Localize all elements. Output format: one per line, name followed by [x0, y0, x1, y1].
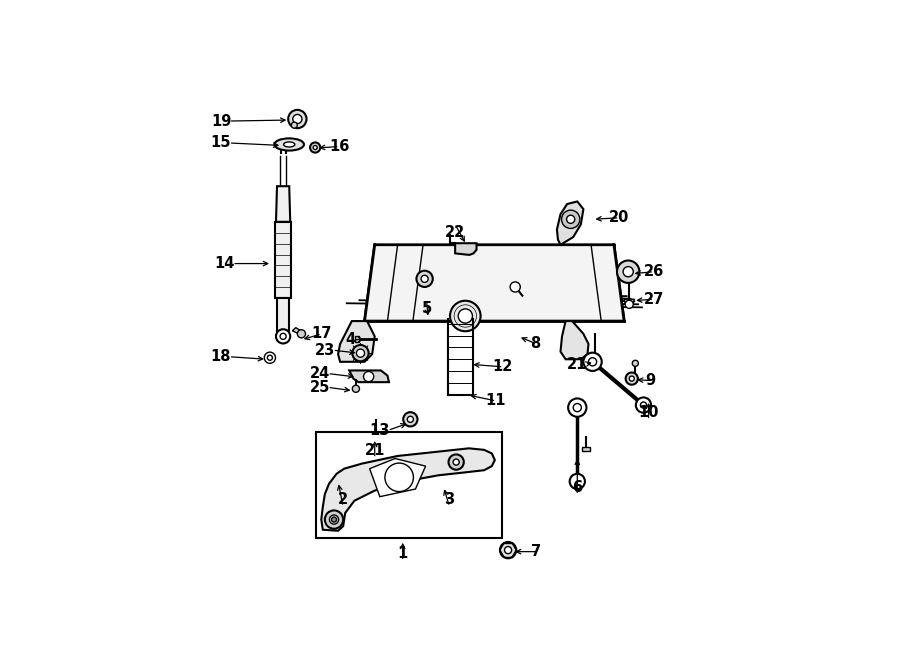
Circle shape: [623, 266, 634, 277]
Polygon shape: [624, 299, 634, 303]
Polygon shape: [619, 268, 637, 274]
Circle shape: [641, 402, 646, 408]
Text: 14: 14: [214, 256, 235, 271]
Polygon shape: [349, 370, 389, 382]
Circle shape: [629, 376, 634, 381]
Text: 26: 26: [644, 264, 663, 279]
Circle shape: [589, 358, 597, 366]
Text: 5: 5: [421, 301, 432, 316]
Polygon shape: [356, 336, 359, 342]
Circle shape: [408, 416, 413, 422]
Text: 24: 24: [310, 366, 330, 381]
Circle shape: [292, 122, 297, 128]
Text: 17: 17: [311, 327, 331, 341]
Circle shape: [331, 517, 337, 522]
Circle shape: [417, 271, 433, 287]
Text: 1: 1: [398, 546, 408, 561]
Text: 10: 10: [638, 405, 659, 420]
Circle shape: [329, 515, 338, 524]
Circle shape: [562, 210, 580, 229]
Circle shape: [635, 397, 651, 412]
Text: 27: 27: [644, 292, 663, 307]
Polygon shape: [370, 459, 426, 496]
Circle shape: [352, 345, 369, 362]
Circle shape: [297, 330, 305, 338]
Text: 4: 4: [346, 332, 356, 348]
Circle shape: [633, 360, 638, 366]
Circle shape: [310, 142, 320, 153]
Polygon shape: [590, 362, 599, 366]
Text: 2: 2: [338, 492, 348, 507]
Polygon shape: [582, 447, 590, 451]
Circle shape: [573, 403, 581, 412]
Circle shape: [265, 352, 275, 364]
Circle shape: [626, 373, 638, 385]
Text: 3: 3: [445, 492, 455, 507]
Text: 8: 8: [530, 336, 540, 352]
Ellipse shape: [274, 138, 304, 151]
Text: 16: 16: [328, 139, 349, 154]
Circle shape: [385, 463, 413, 492]
Polygon shape: [276, 186, 290, 222]
Text: 6: 6: [572, 480, 582, 495]
Text: 22: 22: [445, 225, 465, 239]
Polygon shape: [338, 321, 374, 362]
Circle shape: [626, 300, 634, 308]
Circle shape: [403, 412, 418, 426]
Circle shape: [448, 454, 464, 470]
Circle shape: [364, 371, 374, 381]
Circle shape: [313, 145, 317, 149]
Polygon shape: [557, 202, 583, 245]
Polygon shape: [277, 298, 289, 331]
Text: 11: 11: [486, 393, 506, 408]
Text: 19: 19: [211, 114, 231, 128]
Circle shape: [450, 301, 481, 331]
Text: 23: 23: [315, 342, 335, 358]
Circle shape: [617, 260, 639, 283]
Circle shape: [421, 275, 428, 282]
Polygon shape: [275, 222, 292, 298]
Circle shape: [570, 474, 585, 489]
Polygon shape: [561, 321, 589, 360]
Text: 20: 20: [609, 210, 629, 225]
Circle shape: [352, 385, 359, 393]
Polygon shape: [364, 245, 624, 321]
Circle shape: [267, 355, 273, 360]
Circle shape: [458, 309, 473, 323]
Circle shape: [505, 547, 511, 554]
Circle shape: [280, 333, 286, 339]
Text: 25: 25: [310, 380, 330, 395]
Circle shape: [325, 510, 343, 529]
Text: 21: 21: [364, 444, 385, 458]
Circle shape: [500, 542, 517, 559]
Text: 9: 9: [645, 373, 655, 388]
Text: 7: 7: [532, 544, 542, 559]
Polygon shape: [455, 243, 476, 255]
Text: 18: 18: [211, 349, 231, 364]
Circle shape: [276, 329, 290, 344]
Circle shape: [356, 349, 365, 357]
Polygon shape: [371, 448, 381, 452]
Circle shape: [510, 282, 520, 292]
Polygon shape: [450, 474, 463, 477]
Bar: [316, 432, 502, 539]
Text: 15: 15: [211, 136, 231, 151]
Circle shape: [453, 459, 459, 465]
Text: 13: 13: [370, 423, 390, 438]
Polygon shape: [292, 328, 303, 335]
Circle shape: [288, 110, 307, 128]
Polygon shape: [321, 448, 495, 531]
Circle shape: [567, 215, 575, 223]
Text: 12: 12: [493, 360, 513, 374]
Text: 21: 21: [567, 357, 588, 372]
Circle shape: [583, 352, 602, 371]
Ellipse shape: [284, 142, 295, 147]
Circle shape: [568, 399, 587, 417]
Circle shape: [292, 114, 302, 124]
